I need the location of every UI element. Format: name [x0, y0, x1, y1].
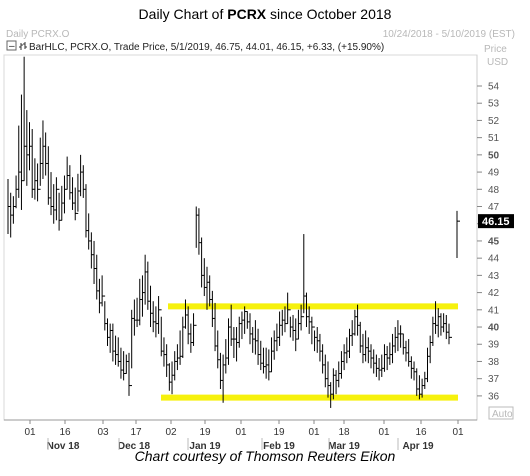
- legend-collapse-glyph: –: [9, 41, 15, 52]
- x-month-label: Jan 19: [189, 441, 221, 452]
- price-bar: [101, 275, 106, 307]
- y-axis: 36373839404142434445464748495051525354: [477, 81, 500, 402]
- y-tick-label: 42: [488, 288, 500, 299]
- x-tick-label: 01: [452, 427, 464, 438]
- x-axis: 01 16 03 17 02 19 01 19 01 18 01 16 01 Nov 18 Dec 18 Ja…: [4, 419, 477, 452]
- y-tick-label: 54: [488, 81, 500, 92]
- title-ticker: PCRX: [227, 6, 267, 22]
- x-month-label: Apr 19: [402, 441, 434, 452]
- price-bar: [55, 177, 60, 221]
- legend-text: BarHLC, PCRX.O, Trade Price, 5/1/2019, 4…: [29, 42, 384, 53]
- x-tick-label: 19: [273, 427, 285, 438]
- x-tick-label: 17: [130, 427, 142, 438]
- y-tick-label: 36: [488, 391, 500, 402]
- price-bar: [300, 304, 305, 331]
- last-price-label: 46.15: [482, 216, 510, 228]
- price-bar: [311, 316, 315, 345]
- price-bar: [287, 292, 291, 324]
- x-month-label: Dec 18: [118, 441, 151, 452]
- x-tick-label: 01: [24, 427, 36, 438]
- date-range-label: 10/24/2018 - 5/10/2019 (EST): [383, 29, 515, 40]
- highlight-band-resistance: [168, 303, 458, 310]
- currency-axis-title: USD: [487, 57, 508, 68]
- price-axis-title: Price: [484, 44, 507, 55]
- x-tick-label: 01: [308, 427, 320, 438]
- y-tick-label: 43: [488, 271, 500, 282]
- x-month-label: Nov 18: [47, 441, 80, 452]
- y-tick-label: 41: [488, 305, 500, 316]
- x-tick-label: 18: [338, 427, 350, 438]
- highlight-bands: [161, 303, 458, 401]
- y-tick-label: 52: [488, 116, 500, 127]
- y-tick-label: 53: [488, 99, 500, 110]
- price-bar: [448, 323, 452, 345]
- legend-collapse-icon[interactable]: [6, 40, 17, 51]
- price-bar: [128, 352, 133, 396]
- y-tick-label: 44: [488, 254, 500, 265]
- auto-scale-label: Auto: [492, 409, 513, 420]
- x-tick-label: 01: [235, 427, 247, 438]
- x-tick-label: 01: [378, 427, 390, 438]
- chart-background: [0, 28, 530, 434]
- y-tick-label: 51: [488, 133, 500, 144]
- highlight-band-support: [161, 394, 458, 401]
- x-tick-label: 19: [199, 427, 211, 438]
- instrument-label: Daily PCRX.O: [6, 29, 70, 40]
- y-tick-label: 37: [488, 374, 500, 385]
- legend: – BarHLC, PCRX.O, Trade Price, 5/1/2019,…: [6, 40, 384, 53]
- y-tick-label: 49: [488, 168, 500, 179]
- x-month-label: Feb 19: [263, 441, 295, 452]
- x-tick-label: 03: [97, 427, 109, 438]
- x-tick-label: 02: [165, 427, 177, 438]
- x-tick-label: 16: [59, 427, 71, 438]
- chart-title: Daily Chart of PCRX since October 2018: [0, 6, 530, 22]
- y-tick-label: 40: [488, 323, 500, 334]
- title-prefix: Daily Chart of: [138, 6, 228, 22]
- last-price-box: [478, 214, 514, 229]
- price-bar: [456, 210, 460, 258]
- x-month-label: Mar 19: [328, 441, 360, 452]
- chart-credit: Chart courtesy of Thomson Reuters Eikon: [134, 448, 396, 464]
- y-tick-label: 45: [488, 236, 500, 247]
- price-bar: [158, 296, 162, 334]
- price-bar: [37, 163, 41, 202]
- x-tick-label: 16: [415, 427, 427, 438]
- y-tick-label: 38: [488, 357, 500, 368]
- y-tick-label: 48: [488, 185, 500, 196]
- price-bars: [7, 56, 460, 408]
- bar-chart-icon: [19, 42, 27, 50]
- auto-scale-button[interactable]: [488, 406, 514, 420]
- auto-scale-control[interactable]: Auto: [488, 406, 514, 420]
- title-suffix: since October 2018: [266, 6, 392, 22]
- last-price-marker: 46.15: [478, 214, 514, 229]
- y-tick-label: 47: [488, 202, 500, 213]
- price-bar: [193, 313, 197, 346]
- y-tick-label: 39: [488, 340, 500, 351]
- price-bar: [74, 187, 79, 221]
- y-tick-label: 50: [488, 150, 500, 161]
